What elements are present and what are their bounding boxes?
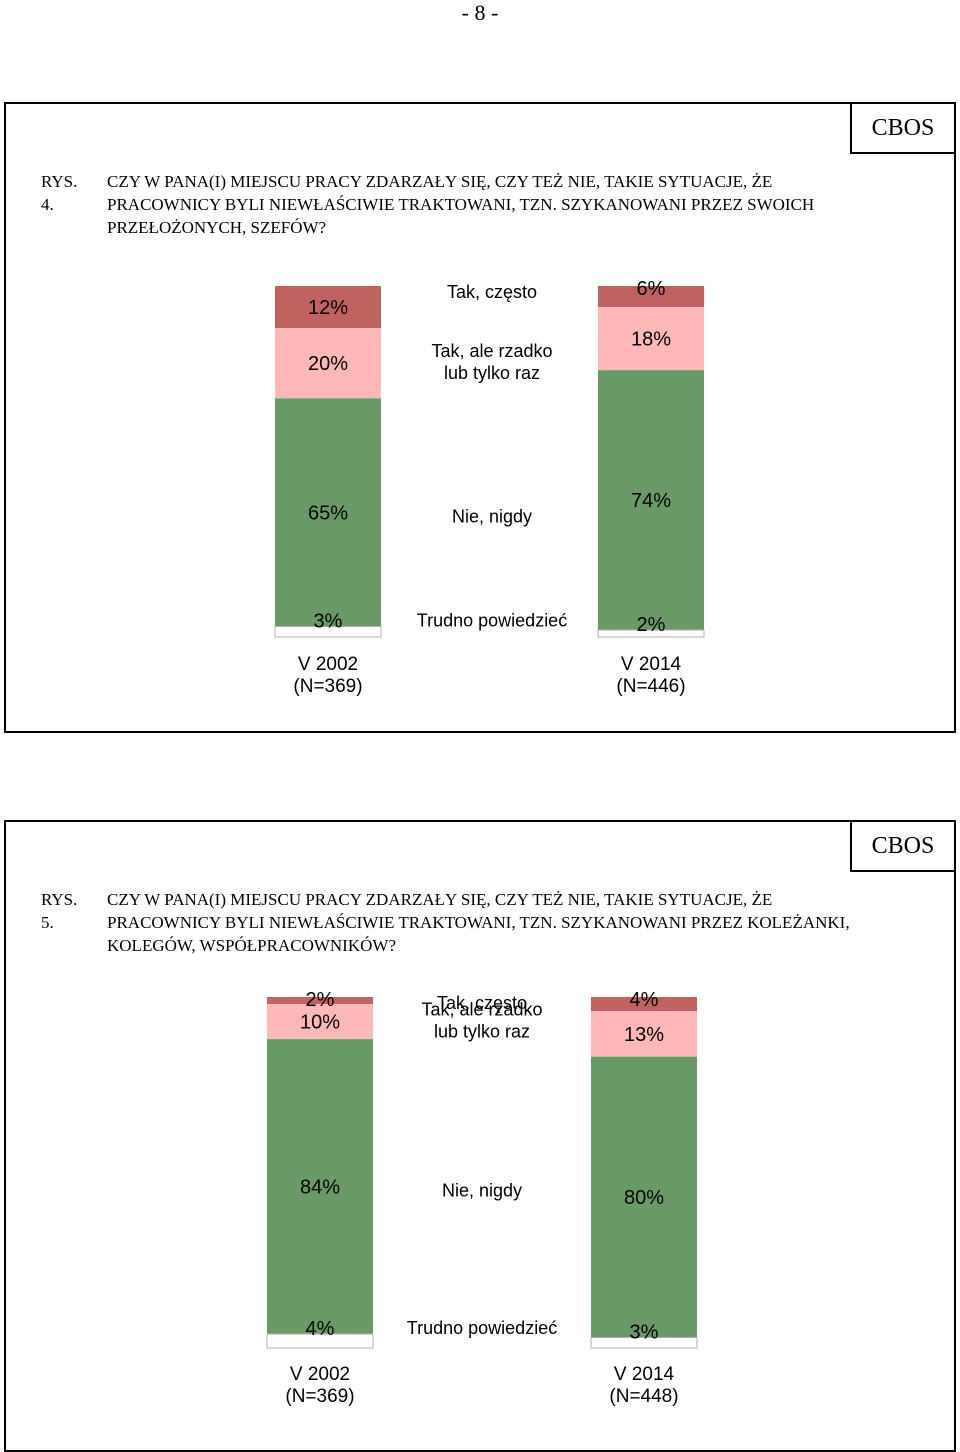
category-label: V 2014 [614, 1364, 675, 1385]
legend-label-tak-rzadko: lub tylko raz [434, 1022, 530, 1042]
figure-number: RYS. 5. [41, 890, 78, 932]
data-label: 3% [314, 611, 343, 633]
bar-segment-trudno-powiedziec [274, 626, 382, 638]
bar-segment-tak-rzadko [591, 1011, 697, 1057]
data-label: 80% [624, 1187, 664, 1209]
legend-label-nie-nigdy: Nie, nigdy [452, 506, 532, 526]
data-label: 4% [306, 1318, 335, 1340]
legend-label-tak-czesto: Tak, często [437, 993, 527, 1013]
data-label: 2% [306, 989, 335, 1011]
bar-segment-tak-rzadko [275, 328, 381, 399]
category-label: V 2002 [298, 654, 358, 675]
bar-segment-tak-czesto [267, 997, 373, 1004]
bar-segment-nie-nigdy [598, 370, 704, 630]
bar-segment-tak-rzadko [267, 1004, 373, 1040]
category-label: (N=448) [609, 1386, 678, 1407]
bar-segment-trudno-powiedziec [266, 1333, 374, 1349]
legend-label-tak-czesto: Tak, często [447, 282, 537, 302]
data-label: 4% [630, 989, 659, 1011]
category-label: V 2014 [621, 654, 682, 675]
bar-segment-tak-czesto [598, 286, 704, 308]
figure-number: RYS. 4. [41, 172, 78, 214]
chart-panel-1: CBOS RYS. 4. CZY W PANA(I) MIEJSCU PRACY… [4, 102, 956, 733]
data-label: 13% [624, 1024, 664, 1046]
data-label: 20% [308, 353, 348, 375]
chart-panel-2: CBOS RYS. 5. CZY W PANA(I) MIEJSCU PRACY… [4, 820, 956, 1452]
legend-label-tak-rzadko: lub tylko raz [444, 363, 540, 383]
data-label: 18% [631, 329, 671, 351]
data-label: 12% [308, 297, 348, 319]
bar-segment-nie-nigdy [591, 1056, 697, 1338]
category-label: (N=446) [616, 676, 685, 697]
data-label: 3% [630, 1322, 659, 1344]
category-label: (N=369) [293, 676, 362, 697]
data-label: 74% [631, 490, 671, 512]
cbos-brand-box: CBOS [850, 102, 956, 154]
data-label: 10% [300, 1012, 340, 1034]
data-label: 6% [637, 278, 666, 300]
bar-segment-tak-rzadko [598, 307, 704, 371]
data-label: 65% [308, 502, 348, 524]
bar-segment-tak-czesto [591, 997, 697, 1011]
cbos-brand-box: CBOS [850, 820, 956, 872]
legend-label-trudno-powiedziec: Trudno powiedzieć [417, 611, 567, 631]
bar-segment-trudno-powiedziec [597, 629, 705, 638]
data-label: 84% [300, 1177, 340, 1199]
category-label: (N=369) [285, 1386, 354, 1407]
legend-label-tak-rzadko: Tak, ale rzadko [421, 1000, 542, 1020]
legend-label-tak-rzadko: Tak, ale rzadko [431, 341, 552, 361]
data-label: 2% [637, 614, 666, 636]
page-number: - 8 - [461, 0, 499, 25]
bar-segment-trudno-powiedziec [590, 1337, 698, 1349]
bar-segment-nie-nigdy [267, 1039, 373, 1334]
legend-label-trudno-powiedziec: Trudno powiedzieć [407, 1318, 557, 1338]
legend-label-nie-nigdy: Nie, nigdy [442, 1181, 522, 1201]
bar-segment-nie-nigdy [275, 398, 381, 627]
category-label: V 2002 [290, 1364, 350, 1385]
figure-title: CZY W PANA(I) MIEJSCU PRACY ZDARZAŁY SIĘ… [107, 172, 815, 237]
bar-segment-tak-czesto [275, 286, 381, 329]
figure-title: CZY W PANA(I) MIEJSCU PRACY ZDARZAŁY SIĘ… [107, 890, 850, 955]
